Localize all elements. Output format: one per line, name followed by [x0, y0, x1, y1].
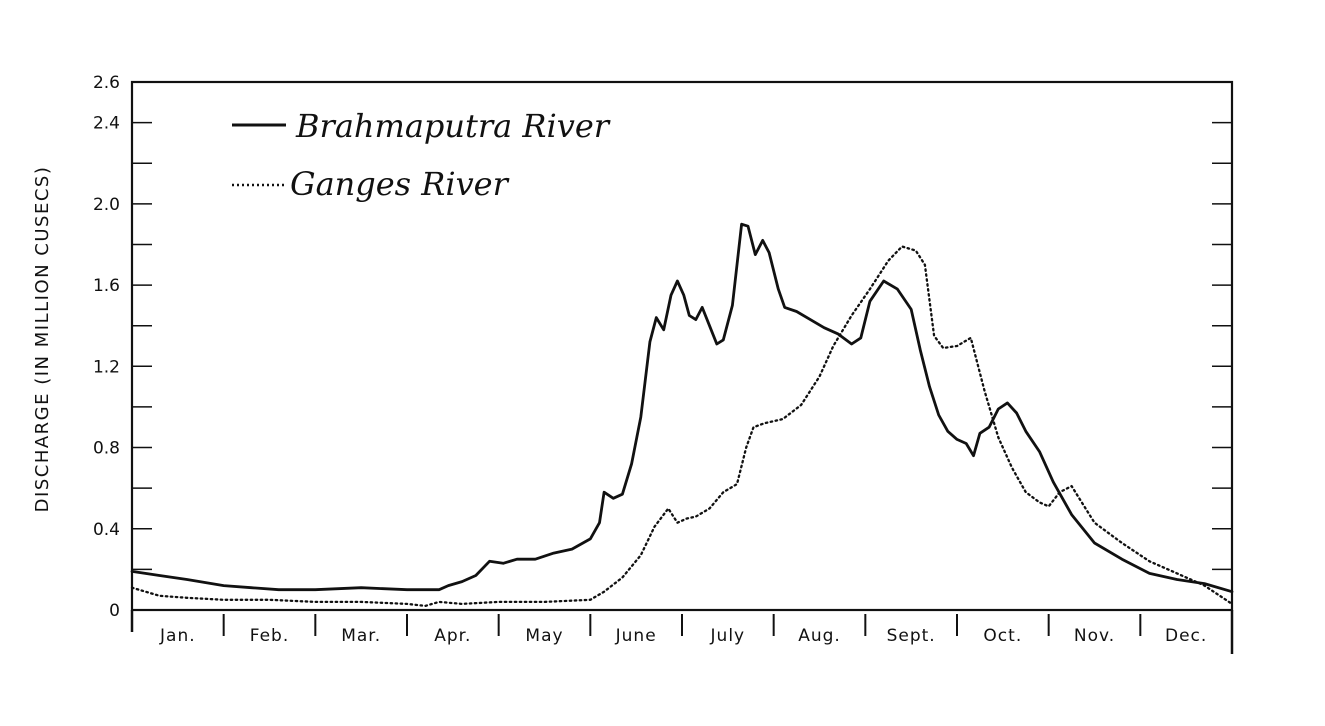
- y-tick-label: 0.4: [93, 520, 120, 540]
- x-tick-label: Sept.: [887, 626, 936, 646]
- y-tick-label: 1.2: [93, 357, 120, 377]
- y-tick-label: 2.6: [93, 73, 120, 93]
- y-tick-label: 0.8: [93, 439, 120, 459]
- x-tick-label: June: [615, 626, 657, 646]
- y-tick-label: 1.6: [93, 276, 120, 296]
- series-line-brahmaputra-river: [130, 222, 1234, 594]
- x-tick-label: Nov.: [1074, 626, 1115, 646]
- x-tick-label: Jan.: [159, 626, 196, 646]
- x-tick-label: July: [710, 626, 746, 646]
- x-tick-label: May: [525, 626, 563, 646]
- x-tick-label: Aug.: [798, 626, 841, 646]
- y-tick-label: 2.0: [93, 195, 120, 215]
- x-tick-label: Dec.: [1165, 626, 1207, 646]
- y-tick-label: 2.4: [93, 114, 120, 134]
- x-tick-label: Oct.: [983, 626, 1022, 646]
- y-tick-label: 0: [109, 601, 120, 621]
- series-line-ganges-river: [130, 245, 1234, 608]
- x-tick-label: Feb.: [250, 626, 290, 646]
- plot-frame: [130, 80, 1234, 612]
- x-tick-label: Apr.: [434, 626, 471, 646]
- legend-label-brahmaputra: Brahmaputra River: [295, 107, 611, 145]
- legend-label-ganges: Ganges River: [290, 165, 510, 203]
- x-tick-label: Mar.: [341, 626, 381, 646]
- y-axis-label: DISCHARGE (IN MILLION CUSECS): [32, 166, 53, 513]
